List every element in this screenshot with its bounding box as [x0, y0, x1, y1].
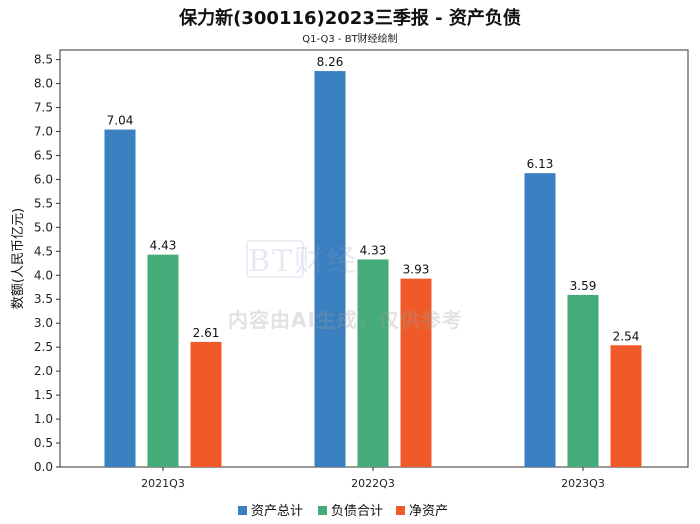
- y-tick-label: 2.0: [34, 364, 53, 378]
- bar: [314, 71, 346, 467]
- data-label: 8.26: [317, 55, 344, 69]
- data-label: 2.54: [613, 329, 640, 343]
- chart-subtitle: Q1-Q3 - BT财经绘制: [302, 34, 398, 45]
- legend-swatch: [238, 506, 247, 515]
- y-tick-label: 7.5: [34, 101, 53, 115]
- bar: [357, 259, 389, 467]
- y-tick-label: 6.0: [34, 172, 53, 186]
- chart-title: 保力新(300116)2023三季报 - 资产负债: [179, 8, 521, 29]
- bar: [567, 294, 599, 467]
- data-label: 3.59: [570, 279, 597, 293]
- data-label: 2.61: [193, 326, 220, 340]
- legend-swatch: [318, 506, 327, 515]
- y-tick-label: 3.0: [34, 316, 53, 330]
- data-label: 7.04: [107, 114, 134, 128]
- legend-label: 负债合计: [331, 504, 383, 519]
- bar: [610, 345, 642, 467]
- y-tick-label: 5.0: [34, 220, 53, 234]
- y-tick-label: 3.5: [34, 292, 53, 306]
- y-tick-label: 7.0: [34, 124, 53, 138]
- data-label: 4.43: [150, 239, 177, 253]
- y-tick-label: 0.0: [34, 460, 53, 474]
- x-tick-label: 2023Q3: [561, 477, 605, 490]
- y-tick-label: 4.0: [34, 268, 53, 282]
- y-tick-label: 0.5: [34, 436, 53, 450]
- legend-label: 净资产: [409, 504, 448, 519]
- data-label: 3.93: [403, 263, 430, 277]
- y-tick-label: 6.5: [34, 148, 53, 162]
- x-tick-label: 2022Q3: [351, 477, 395, 490]
- y-tick-label: 8.0: [34, 77, 53, 91]
- data-label: 4.33: [360, 243, 387, 257]
- watermark-notice: 内容由AI生成，仅供参考: [228, 308, 463, 332]
- y-tick-label: 2.5: [34, 340, 53, 354]
- x-tick-label: 2021Q3: [141, 477, 185, 490]
- bar: [104, 129, 136, 467]
- data-label: 6.13: [527, 157, 554, 171]
- y-tick-label: 1.5: [34, 388, 53, 402]
- legend-swatch: [396, 506, 405, 515]
- y-tick-label: 8.5: [34, 53, 53, 67]
- bar: [524, 173, 556, 468]
- bar: [147, 254, 179, 467]
- y-tick-label: 1.0: [34, 412, 53, 426]
- y-tick-label: 4.5: [34, 244, 53, 258]
- bar: [400, 278, 432, 467]
- y-tick-label: 5.5: [34, 196, 53, 210]
- y-axis-label: 数额(人民币亿元): [11, 208, 26, 309]
- watermark-logo: [246, 240, 304, 278]
- legend-label: 资产总计: [251, 504, 303, 519]
- watermark-brand: BT财经: [248, 244, 359, 279]
- bar: [190, 341, 222, 467]
